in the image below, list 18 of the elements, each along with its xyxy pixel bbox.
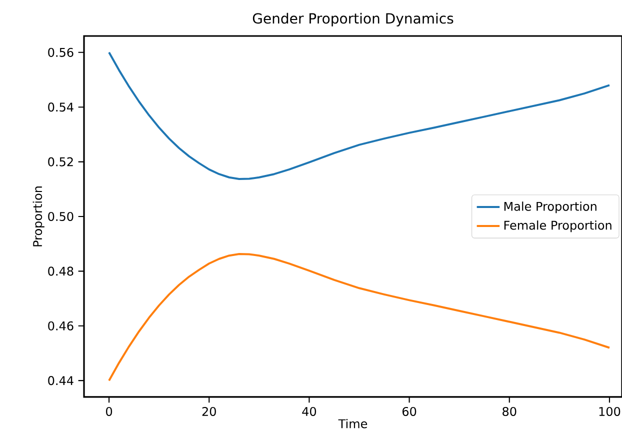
- y-tick-label: 0.46: [48, 321, 74, 330]
- legend-label: Female Proportion: [504, 220, 612, 232]
- y-tick-label: 0.54: [48, 102, 74, 112]
- x-tick-label: 80: [502, 406, 516, 416]
- y-tick-label: 0.44: [48, 376, 74, 386]
- x-tick-label: 0: [106, 406, 112, 416]
- x-tick-label: 40: [302, 406, 316, 416]
- y-tick-label: 0.56: [48, 48, 74, 57]
- x-tick-label: 20: [202, 406, 216, 416]
- x-axis-title: Time: [338, 418, 368, 428]
- x-tick-label: 60: [402, 406, 416, 416]
- legend-label: Male Proportion: [504, 202, 596, 214]
- y-tick-label: 0.50: [48, 212, 74, 222]
- y-axis-title: Proportion: [32, 186, 44, 246]
- x-tick-label: 100: [599, 406, 620, 416]
- y-tick-label: 0.48: [48, 266, 74, 276]
- chart-title: Gender Proportion Dynamics: [252, 12, 454, 26]
- y-tick-label: 0.52: [48, 157, 73, 166]
